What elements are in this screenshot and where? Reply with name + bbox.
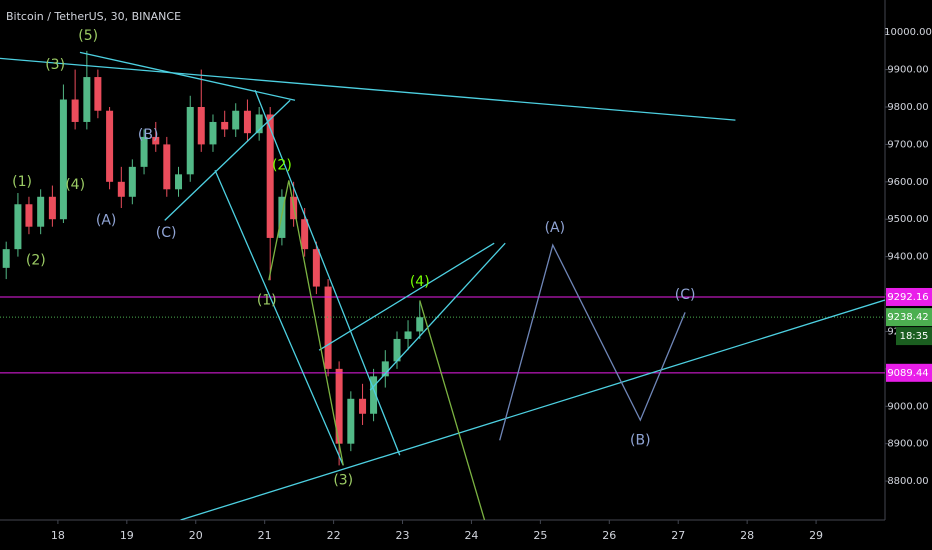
candle-body: [152, 136, 160, 145]
candle-body: [266, 114, 274, 238]
candle-body: [381, 361, 389, 377]
x-tick-label: 18: [51, 529, 65, 542]
price-tag: [886, 308, 932, 327]
wave-label: (2): [26, 252, 46, 268]
wave-label: (5): [78, 28, 98, 44]
y-tick-label: 9800.00: [887, 102, 928, 113]
candle-body: [14, 204, 22, 250]
wave-label: (3): [45, 57, 65, 73]
x-tick-label: 27: [671, 529, 685, 542]
y-tick-label: 9600.00: [887, 177, 928, 188]
y-tick-label: 9000.00: [887, 401, 928, 412]
trend-line: [499, 243, 686, 441]
trend-line: [369, 242, 506, 391]
x-tick-label: 23: [396, 529, 410, 542]
x-tick-label: 19: [120, 529, 134, 542]
x-tick-label: 24: [464, 529, 478, 542]
y-tick-label: 8800.00: [887, 476, 928, 487]
trend-line: [214, 169, 344, 466]
candle-body: [48, 196, 56, 220]
price-tag: [886, 287, 932, 306]
x-tick-label: 21: [258, 529, 272, 542]
candle-body: [209, 121, 217, 145]
trend-line: [419, 300, 486, 520]
chart-title: Bitcoin / TetherUS, 30, BINANCE: [6, 10, 181, 23]
candle-body: [232, 110, 240, 130]
y-tick-label: 9500.00: [887, 214, 928, 225]
wave-label: (1): [257, 292, 277, 308]
candle-body: [404, 331, 412, 339]
candle-body: [94, 77, 102, 111]
candle-body: [117, 181, 125, 197]
price-tag-label: 9089.44: [887, 368, 928, 379]
candle-body: [59, 99, 67, 220]
y-tick-label: 8900.00: [887, 439, 928, 450]
x-tick-label: 20: [189, 529, 203, 542]
price-tag: [886, 363, 932, 382]
wave-label: (4): [65, 177, 85, 193]
candle-body: [324, 286, 332, 369]
trend-line: [0, 57, 736, 121]
wave-label: (A): [545, 220, 566, 236]
candle-body: [359, 398, 367, 414]
x-tick-label: 26: [602, 529, 616, 542]
countdown: 18:35: [900, 331, 929, 342]
candle-body: [197, 106, 205, 145]
wave-label: (B): [630, 432, 651, 448]
candle-body: [128, 166, 136, 197]
candle-body: [301, 219, 309, 250]
x-tick-label: 29: [809, 529, 823, 542]
countdown-box: [896, 327, 932, 346]
candle-body: [175, 174, 183, 190]
trend-line: [164, 99, 291, 221]
plot-area: (5) (3) (1) (2) (4) (A) (B) (C) (2) (1) (3) (4) (A) (…: [0, 28, 885, 520]
trend-line: [79, 51, 296, 101]
candle-body: [221, 121, 229, 130]
trend-line: [254, 89, 401, 456]
candle-body: [25, 204, 33, 227]
trend-line: [318, 242, 495, 351]
candle-body: [335, 368, 343, 444]
y-tick-label: 10000.00: [884, 27, 932, 38]
trend-line: [268, 180, 344, 466]
wave-label: (1): [12, 174, 32, 190]
wave-label: (B): [138, 127, 159, 143]
candle-body: [347, 398, 355, 444]
wave-label: (4): [410, 274, 430, 290]
candle-body: [2, 249, 10, 268]
candle-body: [37, 196, 45, 227]
candle-body: [163, 144, 171, 190]
x-tick-label: 22: [327, 529, 341, 542]
wave-label: (C): [675, 287, 696, 303]
y-tick-label: 9700.00: [887, 139, 928, 150]
candle-body: [83, 77, 91, 122]
y-tick-label: 9900.00: [887, 65, 928, 76]
candle-body: [416, 317, 424, 332]
candle-body: [71, 99, 79, 122]
y-tick-label: 9400.00: [887, 252, 928, 263]
candle-body: [106, 110, 114, 182]
candle-body: [370, 376, 378, 414]
price-tag-label: 9238.42: [887, 312, 928, 323]
candle-body: [312, 249, 320, 287]
x-tick-label: 25: [533, 529, 547, 542]
price-tag-label: 9292.16: [887, 292, 928, 303]
candle-body: [186, 106, 194, 175]
wave-label: (3): [333, 472, 353, 488]
wave-label: (A): [96, 212, 117, 228]
wave-label: (2): [272, 157, 292, 173]
x-tick-label: 28: [740, 529, 754, 542]
candle-body: [243, 110, 251, 134]
candle-body: [255, 114, 263, 134]
candle-body: [140, 136, 148, 167]
wave-label: (C): [156, 225, 177, 241]
candle-body: [393, 338, 401, 362]
trend-line: [180, 299, 885, 520]
